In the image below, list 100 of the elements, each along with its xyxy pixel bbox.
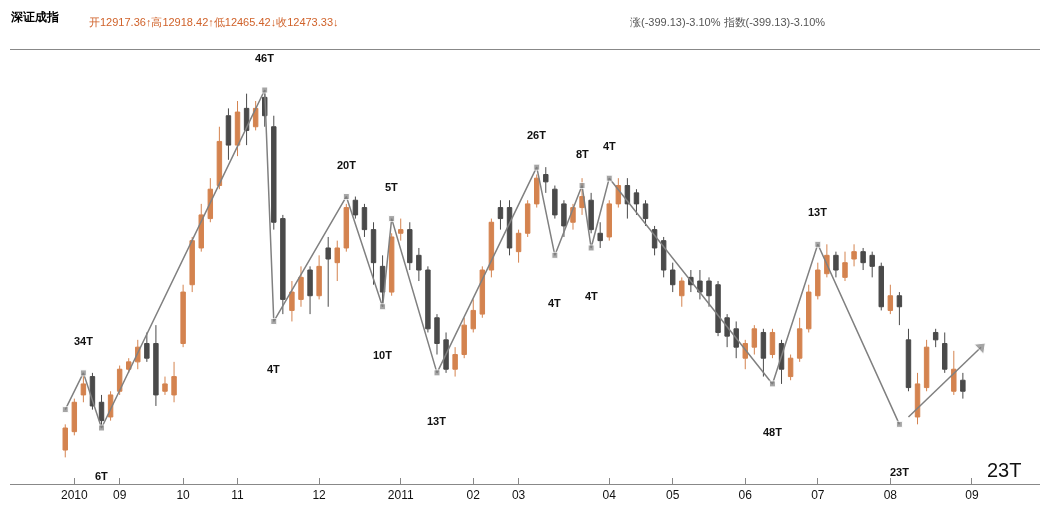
- candlestick: [760, 328, 767, 378]
- point: [533, 163, 541, 171]
- candlestick: [452, 346, 458, 378]
- candlestick: [289, 280, 295, 322]
- x-tick-label: 04: [602, 488, 617, 503]
- candlestick: [207, 177, 214, 223]
- candlestick: [225, 107, 232, 161]
- annotation: 5T: [385, 181, 399, 193]
- candlestick: [769, 328, 776, 359]
- candlestick: [524, 199, 531, 238]
- annotation: 20T: [337, 159, 357, 171]
- candlestick: [316, 254, 322, 300]
- x-tick-label: 02: [466, 488, 481, 503]
- candlestick: [796, 317, 803, 363]
- text: 23T: [890, 466, 910, 478]
- candlestick: [806, 284, 812, 333]
- annotation: 4T: [603, 140, 617, 152]
- candlestick: [370, 221, 377, 286]
- candlestick: [534, 174, 540, 209]
- candlestick: [334, 240, 340, 282]
- candlestick: [951, 350, 957, 396]
- candlestick: [914, 372, 921, 425]
- candlestick: [960, 372, 966, 400]
- text: 23T: [987, 459, 1022, 481]
- candlestick: [171, 361, 177, 403]
- candlestick: [887, 284, 894, 315]
- candlestick: [307, 265, 313, 315]
- annotation: 4T: [585, 290, 599, 302]
- annotation: 34T: [74, 335, 94, 347]
- point: [895, 420, 903, 428]
- candlestick: [905, 328, 912, 392]
- point: [605, 174, 613, 182]
- candlestick: [597, 221, 603, 249]
- annotation: 10T: [373, 349, 393, 361]
- candlestick: [298, 265, 304, 308]
- text: 46T: [255, 52, 275, 64]
- candlestick: [425, 265, 431, 333]
- candlestick: [642, 199, 649, 227]
- x-tick-label: 06: [738, 488, 753, 503]
- candlestick: [787, 354, 794, 381]
- candlestick: [942, 331, 948, 374]
- annotation: 13T: [427, 415, 447, 427]
- point: [61, 406, 69, 414]
- annotation: 13T: [808, 206, 828, 218]
- candlestick: [715, 280, 721, 337]
- point: [433, 369, 441, 377]
- annotation: 26T: [527, 129, 547, 141]
- candlestick: [552, 185, 558, 220]
- chart-subtitle: 开12917.36↑高12918.42↑低12465.42↓收12473.33↓: [89, 16, 339, 28]
- candlestick: [679, 276, 685, 308]
- point: [79, 369, 87, 377]
- candlestick: [606, 199, 612, 242]
- point: [587, 244, 595, 252]
- candlestick: [697, 269, 703, 300]
- candlestick: [479, 265, 486, 319]
- candlestick: [62, 423, 68, 458]
- candlestick: [234, 100, 241, 157]
- x-tick-label: 09: [965, 488, 979, 503]
- candlestick: [434, 313, 440, 356]
- candlestick: [751, 324, 758, 356]
- candlestick: [116, 365, 123, 396]
- x-tick-label: 2011: [387, 488, 414, 503]
- candlestick: [361, 203, 368, 238]
- candlestick: [579, 177, 585, 216]
- candlestick: [71, 398, 78, 436]
- annotation: 4T: [548, 297, 562, 309]
- candlestick: [833, 251, 839, 278]
- candlestick: [561, 199, 567, 238]
- annotation: 48T: [763, 426, 783, 438]
- candlestick: [189, 236, 195, 293]
- x-tick-label: 2010: [60, 488, 88, 503]
- point: [261, 86, 269, 94]
- x-tick-label: 10: [176, 488, 191, 503]
- point: [551, 251, 559, 259]
- x-tick-label: 09: [112, 488, 127, 503]
- candlestick: [633, 188, 640, 216]
- candlestick: [198, 203, 204, 253]
- candlestick: [815, 262, 821, 300]
- candlestick: [470, 298, 476, 333]
- candlestick: [660, 236, 667, 278]
- point: [388, 215, 396, 223]
- point: [342, 193, 350, 201]
- candlestick: [144, 331, 150, 363]
- candlestick: [352, 196, 359, 220]
- x-tick-label: 11: [231, 488, 245, 503]
- candlestick: [162, 376, 168, 396]
- x-tick-label: 12: [312, 488, 327, 503]
- candlestick: [416, 247, 422, 282]
- candlestick: [280, 214, 286, 315]
- x-tick-label: 08: [883, 488, 898, 503]
- candlestick: [670, 262, 676, 293]
- point: [270, 317, 278, 325]
- candlestick: [271, 115, 277, 231]
- candlestick: [842, 251, 848, 282]
- candlestick: [851, 243, 857, 267]
- candlestick: [588, 192, 594, 234]
- x-tick-label: 03: [511, 488, 526, 503]
- x-tick-label: 07: [811, 488, 825, 503]
- candlestick: [216, 126, 223, 190]
- x-tick-label: 05: [666, 488, 680, 503]
